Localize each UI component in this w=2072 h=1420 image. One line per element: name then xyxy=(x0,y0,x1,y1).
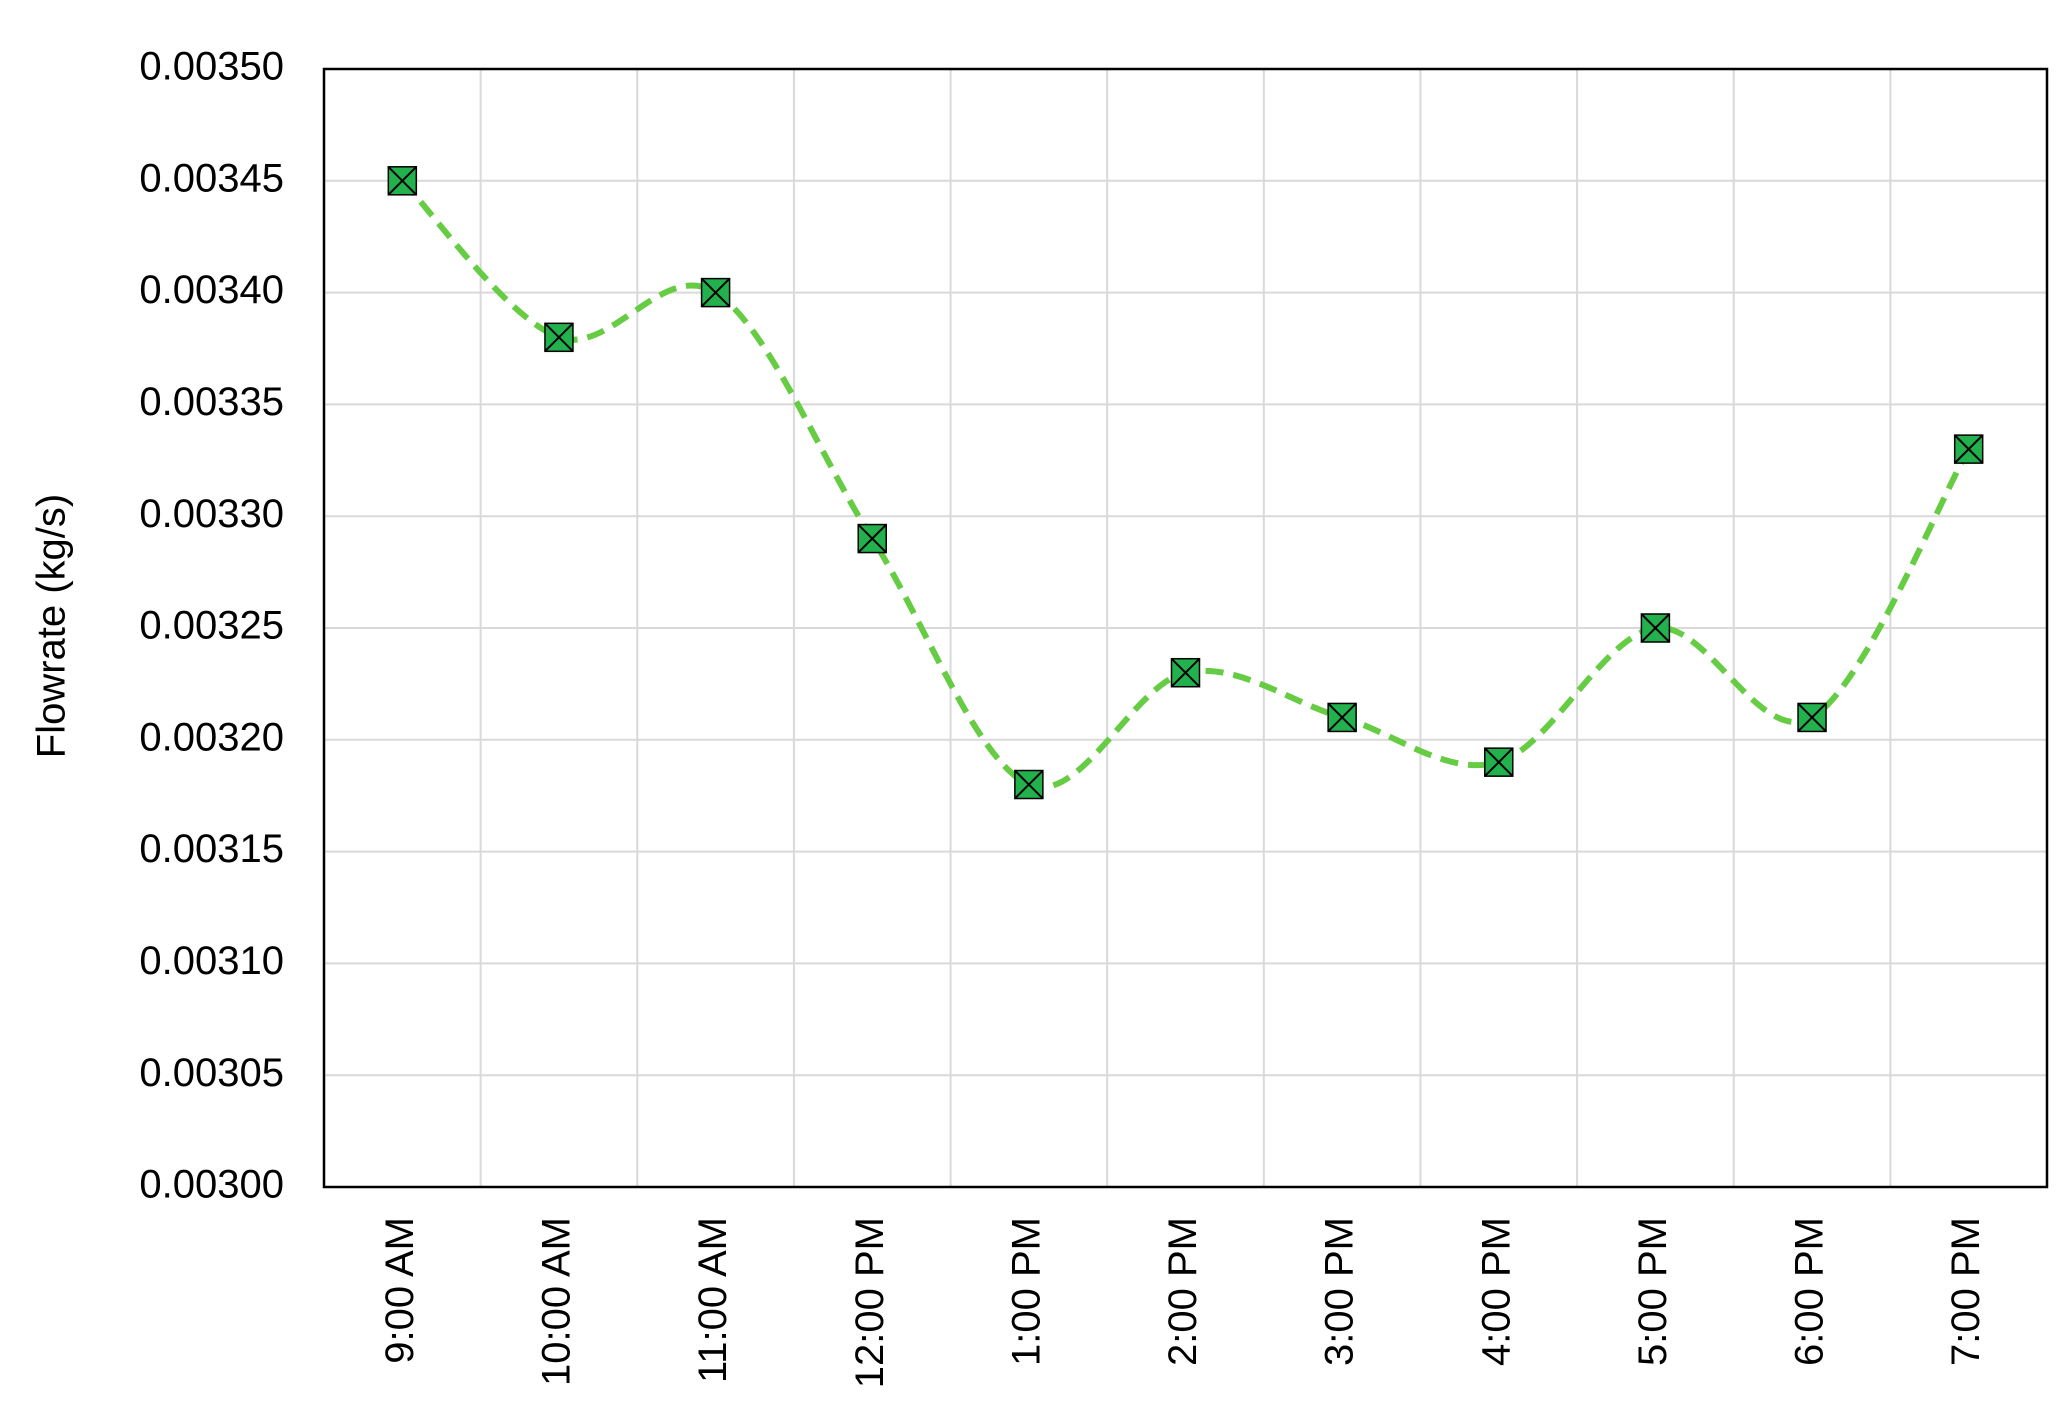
marker-cross xyxy=(387,166,418,196)
marker xyxy=(1953,434,1984,464)
marker-cross xyxy=(1953,434,1984,464)
x-tick-label: 9:00 AM xyxy=(378,1217,422,1364)
marker-cross xyxy=(1797,702,1827,733)
marker xyxy=(1014,769,1044,800)
y-tick-label: 0.00335 xyxy=(139,380,284,424)
y-tick-label: 0.00350 xyxy=(139,45,284,89)
y-axis-label: Flowrate (kg/s) xyxy=(30,494,74,759)
marker-cross xyxy=(1327,702,1357,733)
marker xyxy=(1327,702,1357,733)
x-tick-label: 4:00 PM xyxy=(1474,1217,1518,1366)
marker xyxy=(1797,702,1827,733)
marker xyxy=(544,322,574,353)
marker xyxy=(387,166,418,196)
y-tick-label: 0.00330 xyxy=(139,492,284,536)
y-tick-label: 0.00340 xyxy=(139,268,284,312)
x-tick-label: 11:00 AM xyxy=(691,1217,735,1383)
marker xyxy=(857,523,887,554)
x-tick-label: 12:00 PM xyxy=(848,1217,892,1388)
y-tick-label: 0.00310 xyxy=(139,939,284,983)
x-tick-label: 6:00 PM xyxy=(1788,1217,1832,1366)
x-tick-label: 10:00 AM xyxy=(535,1217,579,1386)
marker xyxy=(1640,613,1671,643)
marker xyxy=(700,277,731,308)
x-tick-label: 1:00 PM xyxy=(1004,1217,1048,1366)
marker xyxy=(1484,747,1514,777)
y-tick-label: 0.00320 xyxy=(139,715,284,759)
series-line xyxy=(400,178,1972,791)
marker-cross xyxy=(1170,658,1201,688)
marker-cross xyxy=(1014,769,1044,800)
marker-cross xyxy=(1484,747,1514,777)
marker-cross xyxy=(700,277,731,308)
y-tick-label: 0.00345 xyxy=(139,156,284,200)
marker-cross xyxy=(857,523,887,554)
marker-cross xyxy=(1640,613,1671,643)
marker xyxy=(1170,657,1201,688)
x-tick-label: 5:00 PM xyxy=(1631,1217,1675,1366)
plot-border xyxy=(322,67,2049,1189)
x-tick-label: 7:00 PM xyxy=(1944,1217,1988,1366)
x-tick-label: 2:00 PM xyxy=(1161,1217,1205,1366)
y-tick-label: 0.00325 xyxy=(139,604,284,648)
y-tick-label: 0.00300 xyxy=(139,1163,284,1207)
y-tick-label: 0.00315 xyxy=(139,827,284,871)
x-tick-label: 3:00 PM xyxy=(1318,1217,1362,1366)
marker-cross xyxy=(544,322,574,353)
y-tick-label: 0.00305 xyxy=(139,1051,284,1095)
